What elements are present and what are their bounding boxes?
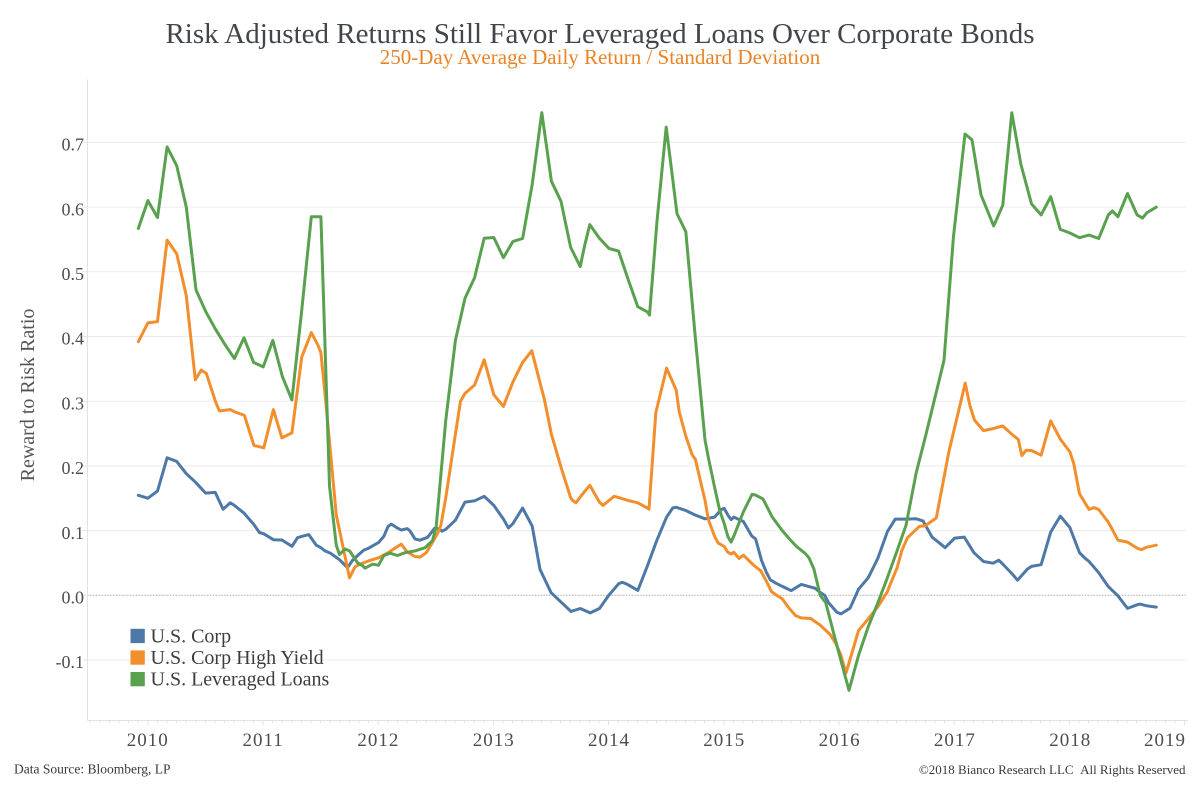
svg-text:Reward to Risk Ratio: Reward to Risk Ratio [17,309,39,482]
svg-text:0.1: 0.1 [62,523,85,543]
svg-text:2013: 2013 [473,730,515,751]
svg-text:U.S. Corp: U.S. Corp [151,626,232,648]
svg-text:0.6: 0.6 [62,199,85,219]
svg-text:2016: 2016 [819,730,861,751]
svg-text:2018: 2018 [1049,730,1091,751]
svg-text:0.2: 0.2 [62,458,85,478]
svg-text:0.5: 0.5 [62,264,85,284]
svg-text:0.4: 0.4 [62,329,85,349]
svg-text:0.3: 0.3 [62,393,85,413]
svg-text:-0.1: -0.1 [56,652,85,672]
svg-text:©2018 Bianco Research LLC All: ©2018 Bianco Research LLC All Rights Res… [919,762,1186,777]
svg-text:U.S. Leveraged Loans: U.S. Leveraged Loans [151,669,330,691]
svg-text:2014: 2014 [588,730,630,751]
svg-text:2017: 2017 [934,730,976,751]
svg-text:Data Source: Bloomberg, LP: Data Source: Bloomberg, LP [14,762,170,777]
svg-text:2019: 2019 [1144,730,1186,751]
svg-text:2010: 2010 [127,730,169,751]
svg-text:2015: 2015 [703,730,745,751]
svg-text:0.0: 0.0 [62,588,85,608]
svg-text:2012: 2012 [357,730,399,751]
svg-text:2011: 2011 [242,730,283,751]
svg-text:Risk Adjusted Returns Still Fa: Risk Adjusted Returns Still Favor Levera… [165,18,1034,50]
svg-text:250-Day Average Daily Return /: 250-Day Average Daily Return / Standard … [380,45,821,69]
svg-text:0.7: 0.7 [62,135,85,155]
svg-text:U.S. Corp High Yield: U.S. Corp High Yield [151,647,324,669]
